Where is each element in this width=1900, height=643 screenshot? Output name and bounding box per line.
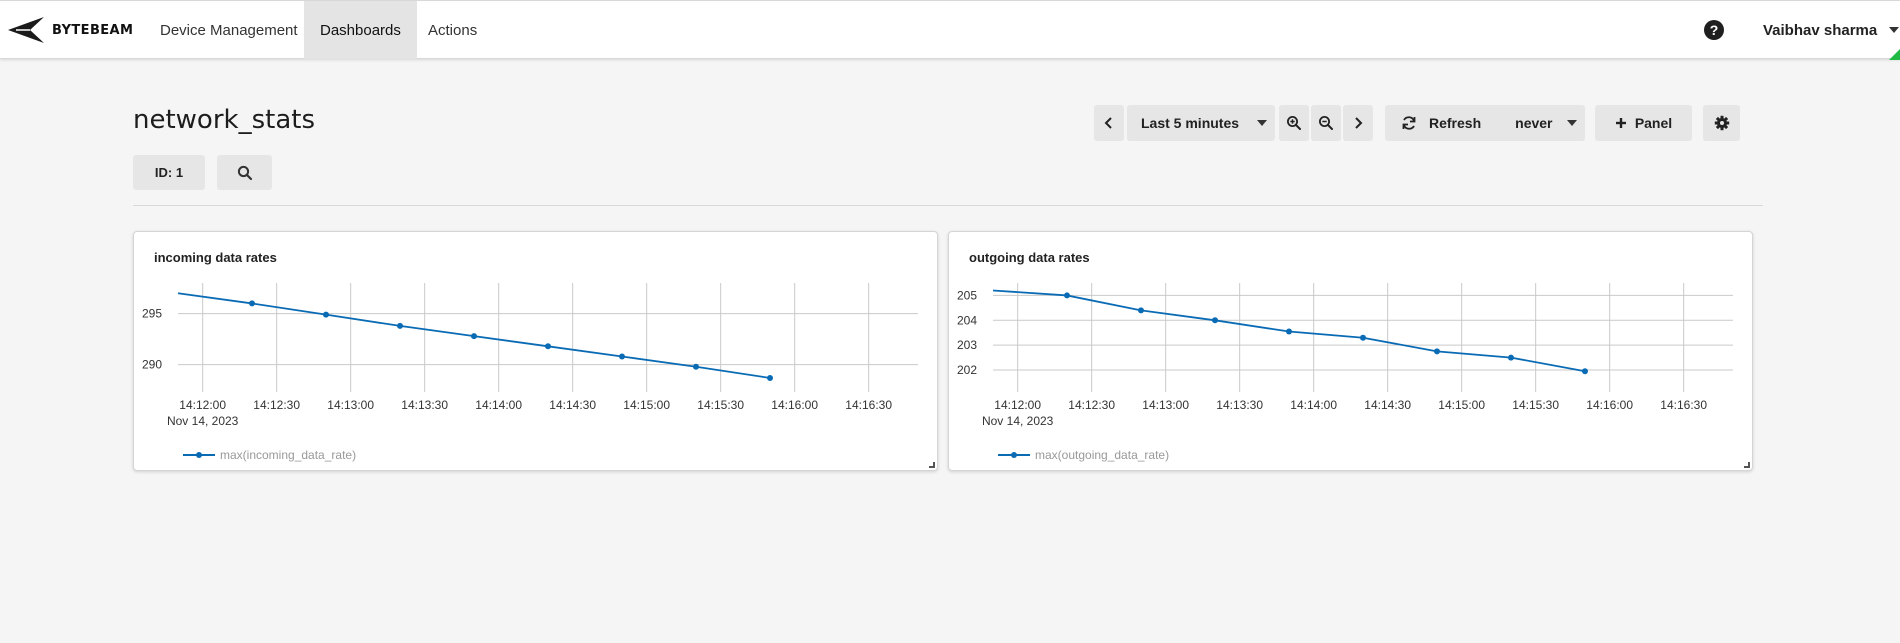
data-point (1212, 317, 1218, 324)
chart-legend[interactable]: max(outgoing_data_rate) (997, 448, 1169, 462)
user-name: Vaibhav sharma (1763, 21, 1878, 39)
line-chart: 14:12:00 14:12:30 14:13:00 14:13:30 14:14:00… (142, 283, 918, 428)
panel-outgoing-data-rates[interactable]: outgoing data rates 14:12:00 14:12:30 14:1… (948, 231, 1753, 471)
chart-legend[interactable]: max(incoming_data_rate) (182, 448, 356, 462)
chevron-right-icon (1355, 117, 1363, 129)
x-tick-label: 14:12:00 (994, 398, 1041, 412)
refresh-icon (1402, 116, 1416, 130)
time-range-dropdown[interactable]: Last 5 minutes (1127, 105, 1275, 141)
add-panel-label: Panel (1634, 115, 1673, 131)
x-tick-label: 14:13:00 (327, 398, 374, 412)
header-divider (133, 205, 1763, 206)
top-navbar: BYTEBEAM Device Management Dashboards Ac… (0, 0, 1900, 60)
brand-logo[interactable]: BYTEBEAM (6, 15, 133, 45)
y-tick-label: 202 (957, 363, 977, 377)
x-tick-label: 14:14:30 (1364, 398, 1411, 412)
caret-down-icon (1889, 27, 1900, 33)
user-menu[interactable]: Vaibhav sharma (1763, 1, 1900, 59)
x-tick-label: 14:13:30 (401, 398, 448, 412)
time-next-button[interactable] (1343, 105, 1373, 141)
data-point (1360, 334, 1366, 341)
data-point (1138, 307, 1144, 314)
time-range-label: Last 5 minutes (1141, 115, 1240, 131)
zoom-out-icon (1319, 116, 1333, 130)
x-tick-label: 14:12:30 (1068, 398, 1115, 412)
x-tick-label: 14:16:30 (845, 398, 892, 412)
x-tick-label: 14:14:30 (549, 398, 596, 412)
refresh-control[interactable]: Refresh never (1385, 105, 1585, 141)
x-date-label: Nov 14, 2023 (167, 414, 239, 428)
caret-down-icon (1566, 120, 1577, 126)
x-tick-label: 14:16:30 (1660, 398, 1707, 412)
search-icon (237, 165, 252, 180)
corner-accent (1889, 49, 1900, 60)
id-filter-button[interactable]: ID: 1 (133, 155, 205, 190)
legend-label: max(outgoing_data_rate) (1035, 448, 1170, 462)
data-point (1434, 348, 1440, 355)
y-tick-label: 205 (957, 288, 977, 302)
question-circle-icon[interactable]: ? (1704, 20, 1724, 40)
brand-name: BYTEBEAM (52, 22, 134, 38)
x-tick-label: 14:15:00 (1438, 398, 1485, 412)
x-tick-label: 14:16:00 (771, 398, 818, 412)
data-point (249, 300, 255, 307)
legend-label: max(incoming_data_rate) (220, 448, 357, 462)
x-tick-label: 14:14:00 (1290, 398, 1337, 412)
nav-actions[interactable]: Actions (428, 21, 478, 39)
nav-device-management[interactable]: Device Management (160, 21, 298, 39)
dashboard-title: network_stats (133, 105, 315, 135)
x-tick-label: 14:13:00 (1142, 398, 1189, 412)
x-tick-label: 14:14:00 (475, 398, 522, 412)
data-point (545, 343, 551, 350)
y-tick-label: 290 (142, 358, 162, 372)
search-button[interactable] (217, 155, 272, 190)
x-tick-label: 14:15:30 (697, 398, 744, 412)
chevron-left-icon (1104, 117, 1112, 129)
data-point (1508, 354, 1514, 361)
data-point (397, 322, 403, 329)
zoom-in-button[interactable] (1279, 105, 1309, 141)
data-point (767, 374, 773, 381)
legend-line-marker (998, 452, 1030, 458)
x-tick-label: 14:13:30 (1216, 398, 1263, 412)
panel-title: outgoing data rates (969, 250, 1090, 265)
gear-icon (1714, 115, 1729, 131)
data-point (693, 363, 699, 370)
bytebeam-logo-icon (8, 17, 44, 43)
data-point (1582, 368, 1588, 375)
zoom-in-icon (1287, 116, 1301, 130)
time-prev-button[interactable] (1094, 105, 1124, 141)
x-tick-label: 14:16:00 (1586, 398, 1633, 412)
panel-title: incoming data rates (154, 250, 277, 265)
line-chart: 14:12:00 14:12:30 14:13:00 14:13:30 14:14:00… (957, 283, 1733, 428)
panel-resize-handle[interactable] (1744, 462, 1750, 468)
data-point (471, 333, 477, 340)
caret-down-icon (1257, 120, 1268, 126)
zoom-out-button[interactable] (1311, 105, 1341, 141)
plus-icon (1615, 118, 1626, 128)
data-point (619, 353, 625, 360)
nav-dashboards[interactable]: Dashboards (304, 1, 417, 59)
x-date-label: Nov 14, 2023 (982, 414, 1054, 428)
refresh-label: Refresh (1429, 115, 1482, 131)
panel-incoming-data-rates[interactable]: incoming data rates 14:12:00 14:12:30 14:1… (133, 231, 938, 471)
data-point (323, 311, 329, 318)
data-point (1286, 328, 1292, 335)
x-tick-label: 14:12:30 (253, 398, 300, 412)
x-tick-label: 14:12:00 (179, 398, 226, 412)
y-tick-label: 295 (142, 307, 162, 321)
legend-line-marker (183, 452, 215, 458)
panel-resize-handle[interactable] (929, 462, 935, 468)
x-tick-label: 14:15:00 (623, 398, 670, 412)
x-tick-label: 14:15:30 (1512, 398, 1559, 412)
add-panel-button[interactable]: Panel (1595, 105, 1692, 141)
y-tick-label: 204 (957, 313, 977, 327)
y-tick-label: 203 (957, 338, 977, 352)
data-point (1064, 292, 1070, 299)
settings-button[interactable] (1703, 105, 1740, 141)
refresh-interval-label[interactable]: never (1515, 115, 1553, 131)
